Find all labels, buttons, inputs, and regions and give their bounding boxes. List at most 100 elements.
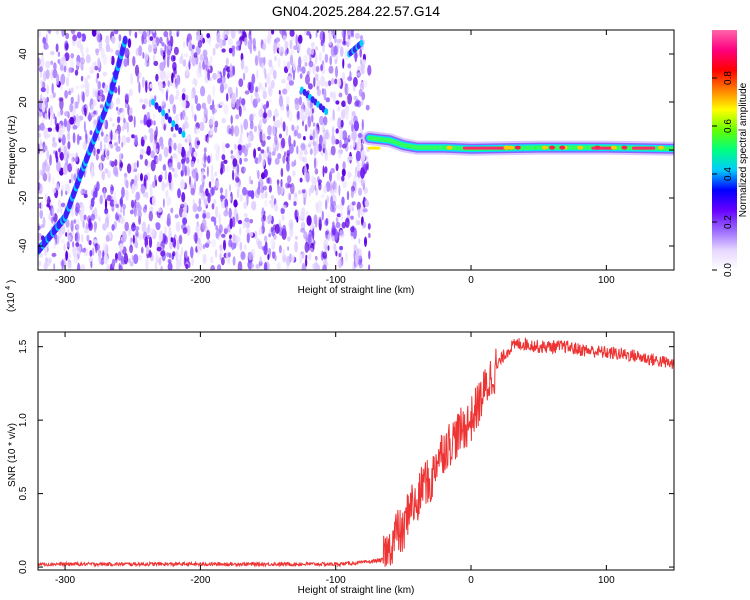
noise-speckle [340, 119, 344, 128]
noise-speckle [234, 171, 240, 178]
noise-speckle [304, 149, 308, 156]
noise-speckle [334, 78, 338, 85]
y-tick-label: -20 [18, 190, 29, 205]
noise-speckle [293, 139, 296, 148]
noise-speckle [239, 35, 244, 41]
noise-speckle [244, 148, 248, 157]
noise-speckle [367, 223, 371, 230]
noise-speckle [355, 216, 358, 226]
noise-speckle [309, 135, 314, 141]
noise-speckle [318, 216, 322, 225]
noise-speckle [111, 258, 116, 268]
noise-speckle [182, 162, 186, 173]
noise-speckle [105, 43, 111, 53]
noise-speckle [257, 181, 261, 190]
noise-speckle [215, 180, 220, 189]
noise-speckle [300, 211, 305, 221]
noise-speckle [236, 236, 241, 243]
noise-speckle [127, 38, 132, 49]
noise-speckle [259, 83, 262, 90]
noise-speckle [134, 174, 138, 187]
noise-speckle [192, 198, 196, 205]
noise-speckle [66, 120, 71, 133]
noise-speckle [233, 199, 238, 208]
noise-speckle [81, 248, 86, 253]
noise-speckle [359, 58, 363, 65]
noise-speckle [118, 159, 123, 172]
noise-speckle [312, 122, 316, 127]
x-tick-label: 0 [468, 275, 474, 286]
noise-speckle [244, 217, 250, 223]
carrier-hot-dot [610, 145, 617, 150]
spectrogram-y-label: Frequency (Hz) [7, 116, 18, 185]
noise-speckle [138, 81, 141, 94]
noise-speckle [68, 67, 72, 73]
noise-speckle [110, 55, 115, 66]
noise-speckle [118, 133, 121, 145]
noise-speckle [142, 52, 145, 59]
noise-speckle [288, 219, 294, 229]
noise-speckle [140, 148, 145, 156]
spectrogram-y-axis: -40 -20 0 20 40 [18, 48, 674, 253]
noise-speckle [333, 45, 338, 56]
noise-speckle [158, 153, 162, 162]
noise-speckle [197, 205, 202, 212]
noise-speckle [287, 183, 292, 188]
noise-speckle [354, 253, 359, 265]
noise-speckle [135, 226, 140, 231]
noise-speckle [191, 47, 194, 57]
noise-speckle [144, 158, 148, 167]
noise-speckle [223, 159, 228, 164]
noise-speckle [115, 252, 118, 261]
noise-speckle [149, 83, 153, 89]
noise-speckle [80, 75, 84, 82]
colorbar-tick-label: 0.6 [723, 119, 734, 133]
noise-speckle [195, 45, 201, 55]
noise-speckle [220, 163, 226, 174]
noise-speckle [262, 159, 266, 166]
noise-speckle [153, 60, 159, 67]
noise-speckle [217, 264, 222, 270]
noise-speckle [134, 31, 138, 39]
noise-speckle [338, 92, 343, 98]
noise-speckle [210, 264, 216, 270]
noise-speckle [103, 253, 109, 265]
carrier-hot-dot [577, 145, 584, 150]
noise-speckle [286, 106, 290, 118]
noise-speckle [131, 184, 135, 194]
noise-speckle [56, 73, 60, 86]
noise-speckle [128, 228, 132, 235]
noise-speckle [217, 145, 220, 154]
noise-speckle [336, 171, 341, 181]
noise-speckle [147, 44, 153, 53]
noise-speckle [140, 173, 143, 182]
trace-blob [122, 35, 128, 45]
noise-speckle [264, 191, 268, 199]
noise-speckle [129, 107, 133, 116]
noise-speckle [333, 189, 338, 194]
noise-speckle [355, 99, 360, 107]
noise-speckle [351, 130, 357, 142]
noise-speckle [109, 117, 113, 122]
noise-speckle [110, 184, 114, 195]
noise-speckle [159, 174, 163, 181]
noise-speckle [61, 30, 66, 37]
noise-speckle [354, 50, 358, 63]
noise-speckle [304, 257, 308, 267]
noise-speckle [324, 166, 328, 174]
noise-speckle [282, 121, 286, 132]
noise-speckle [319, 115, 324, 126]
noise-speckle [220, 161, 224, 170]
noise-speckle [48, 30, 52, 35]
noise-speckle [237, 261, 243, 270]
noise-speckle [52, 92, 56, 98]
noise-speckle [60, 239, 66, 244]
noise-speckle [262, 132, 266, 142]
noise-speckle [237, 30, 241, 35]
noise-speckle [131, 134, 135, 139]
noise-speckle [214, 120, 219, 128]
noise-speckle [287, 175, 292, 184]
noise-speckle [39, 138, 43, 151]
noise-speckle [75, 234, 79, 242]
noise-speckle [52, 176, 55, 186]
